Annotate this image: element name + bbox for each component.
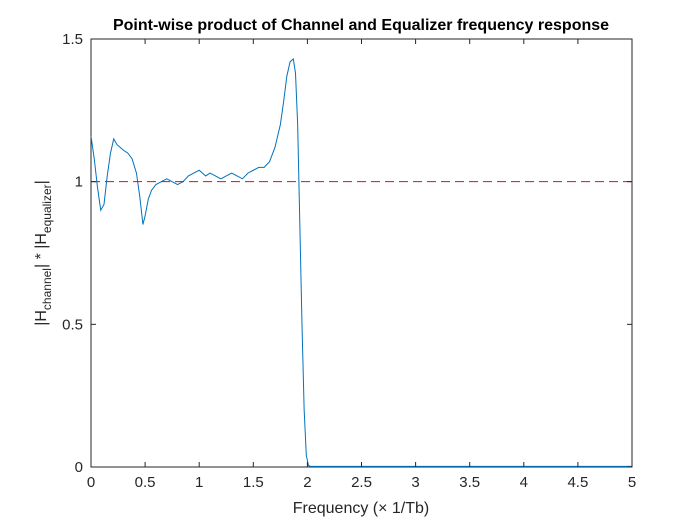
y-label-part3: | — [33, 180, 50, 184]
y-label-sub2: equalizer — [40, 184, 54, 233]
x-axis-label: Frequency (× 1/Tb) — [293, 500, 430, 517]
y-tick-label: 1.5 — [62, 31, 83, 48]
x-tick-label: 1.5 — [243, 474, 264, 491]
y-tick-label: 0 — [75, 459, 83, 476]
plot-area — [90, 38, 633, 468]
x-tick-label: 1 — [195, 474, 203, 491]
y-tick-label: 1 — [75, 174, 83, 191]
y-label-part1: |H — [33, 310, 50, 326]
y-tick-label: 0.5 — [62, 316, 83, 333]
chart-title: Point-wise product of Channel and Equali… — [113, 17, 609, 34]
y-label-part2: | * |H — [33, 233, 50, 268]
y-axis-ticks: 0 0.5 1 1.5 — [62, 31, 632, 476]
x-tick-label: 2 — [303, 474, 311, 491]
y-label-sub1: channel — [40, 268, 54, 310]
series-line-1 — [90, 57, 632, 467]
x-tick-label: 0 — [87, 474, 95, 491]
x-tick-label: 3 — [411, 474, 419, 491]
x-tick-label: 4.5 — [567, 474, 588, 491]
x-tick-label: 2.5 — [351, 474, 372, 491]
x-axis-ticks: 0 0.5 1 1.5 2 2.5 3 3.5 4 4.5 5 — [87, 39, 636, 491]
series-layer — [90, 57, 632, 467]
x-tick-label: 5 — [628, 474, 636, 491]
x-tick-label: 4 — [520, 474, 528, 491]
x-tick-label: 3.5 — [459, 474, 480, 491]
y-axis-label: |Hchannel| * |Hequalizer| — [33, 180, 54, 326]
x-tick-label: 0.5 — [135, 474, 156, 491]
